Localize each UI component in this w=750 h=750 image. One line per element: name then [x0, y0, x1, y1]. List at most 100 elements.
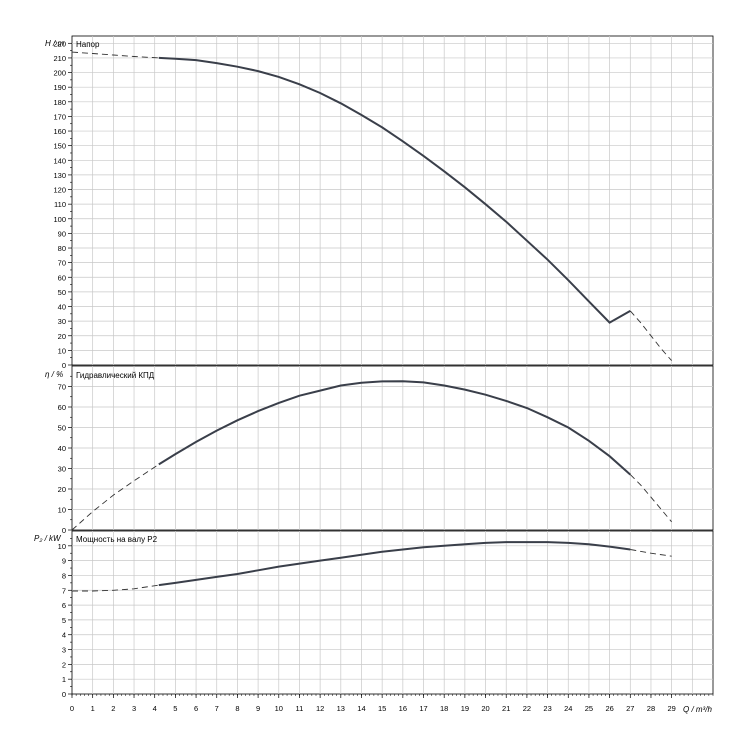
x-tick-label: 12 — [316, 704, 324, 713]
head-ytick-label: 70 — [58, 259, 66, 268]
head-grid — [68, 35, 714, 366]
x-tick-label: 22 — [523, 704, 531, 713]
x-tick-label: 0 — [70, 704, 74, 713]
power-curve-dashed-end — [630, 549, 672, 557]
power-ytick-label: 5 — [62, 616, 66, 625]
head-ytick-label: 170 — [53, 112, 66, 121]
head-ytick-label: 100 — [53, 215, 66, 224]
head-curve-dashed-start — [71, 51, 159, 59]
head-ytick-label: 190 — [53, 83, 66, 92]
x-tick-label: 24 — [564, 704, 572, 713]
x-tick-label: 27 — [626, 704, 634, 713]
power-ytick-label: 2 — [62, 660, 66, 669]
x-tick-label: 29 — [667, 704, 675, 713]
x-tick-label: 16 — [399, 704, 407, 713]
head-ytick-label: 160 — [53, 127, 66, 136]
x-tick-label: 26 — [605, 704, 613, 713]
x-tick-label: 9 — [256, 704, 260, 713]
efficiency-title: Гидравлический КПД — [76, 371, 155, 380]
efficiency-curve-dashed-end — [629, 474, 672, 523]
power-ytick-label: 1 — [62, 675, 66, 684]
efficiency-ytick-label: 50 — [58, 424, 66, 433]
power-curve-solid — [158, 541, 631, 587]
x-tick-label: 11 — [296, 704, 304, 713]
power-ytick-label: 9 — [62, 557, 66, 566]
head-ytick-label: 180 — [53, 98, 66, 107]
x-tick-label: 21 — [502, 704, 510, 713]
head-ytick-label: 110 — [54, 200, 66, 209]
power-panel: P₂ / kW Мощность на валу P2 0 1 2 3 4 5 6 7 8 9 10 — [34, 530, 714, 699]
efficiency-ytick-label: 20 — [58, 485, 66, 494]
x-tick-label: 23 — [543, 704, 551, 713]
head-ytick-label: 60 — [58, 273, 66, 282]
head-panel: H / m Напор 0 10 20 30 40 50 60 70 80 90 100 110 120… — [45, 35, 714, 370]
head-frame — [71, 35, 714, 366]
power-ytick-label: 7 — [62, 586, 66, 595]
x-axis-label: Q / m³/h — [683, 705, 712, 714]
power-ytick-label: 8 — [62, 571, 66, 580]
power-ytick-labels: 0 1 2 3 4 5 6 7 8 9 10 — [58, 542, 66, 699]
head-ytick-label: 40 — [58, 303, 66, 312]
efficiency-ytick-label: 70 — [58, 383, 66, 392]
efficiency-ytick-label: 60 — [58, 403, 66, 412]
efficiency-ytick-label: 10 — [58, 506, 66, 515]
x-tick-label: 19 — [461, 704, 469, 713]
x-tick-label: 3 — [132, 704, 136, 713]
head-ytick-label: 130 — [53, 171, 66, 180]
head-ytick-label: 220 — [53, 39, 66, 48]
power-grid — [68, 530, 714, 695]
head-ytick-label: 150 — [53, 142, 66, 151]
head-ytick-labels: 0 10 20 30 40 50 60 70 80 90 100 110 120 130 140 150 160… — [53, 39, 66, 370]
efficiency-curve-solid — [158, 380, 631, 476]
head-ylabel: H / m — [45, 39, 64, 48]
head-ytick-label: 90 — [58, 229, 66, 238]
x-tick-label: 5 — [173, 704, 177, 713]
head-ytick-label: 50 — [58, 288, 66, 297]
x-tick-label: 15 — [378, 704, 386, 713]
efficiency-ytick-labels: 0 10 20 30 40 50 60 70 — [58, 383, 66, 536]
head-ytick-label: 0 — [62, 361, 66, 370]
x-tick-label: 17 — [419, 704, 427, 713]
efficiency-ytick-label: 0 — [62, 526, 66, 535]
efficiency-ylabel: η / % — [45, 370, 63, 379]
head-curve-dashed-end — [629, 310, 672, 361]
x-tick-labels: 0 1 2 3 4 5 6 7 8 9 10 11 12 13 14 15 16 17 18 19 20 21 22 23 24… — [70, 694, 714, 713]
x-tick-label: 28 — [647, 704, 655, 713]
x-tick-label: 4 — [153, 704, 157, 713]
power-curve-dashed-start — [72, 584, 159, 592]
x-tick-label: 14 — [357, 704, 365, 713]
power-ytick-label: 4 — [62, 631, 66, 640]
head-ytick-label: 10 — [58, 346, 66, 355]
efficiency-panel: η / % Гидравлический КПД 0 10 20 30 40 50 60 70 — [45, 365, 714, 536]
head-ytick-label: 20 — [58, 332, 66, 341]
efficiency-curve-dashed-start — [71, 464, 160, 531]
x-tick-label: 1 — [91, 704, 95, 713]
efficiency-curve — [71, 380, 672, 531]
x-tick-label: 10 — [275, 704, 283, 713]
power-title: Мощность на валу P2 — [76, 535, 158, 544]
head-ytick-label: 30 — [58, 317, 66, 326]
power-ytick-label: 3 — [62, 646, 66, 655]
head-curve-solid — [158, 56, 631, 324]
power-ylabel: P₂ / kW — [34, 534, 62, 543]
power-ytick-label: 10 — [58, 542, 66, 551]
power-curve — [72, 541, 672, 592]
efficiency-ytick-label: 40 — [58, 444, 66, 453]
head-title: Напор — [76, 40, 100, 49]
x-tick-label: 18 — [440, 704, 448, 713]
x-axis: 0 1 2 3 4 5 6 7 8 9 10 11 12 13 14 15 16 17 18 19 20 21 22 23 24… — [70, 694, 714, 714]
head-ytick-label: 120 — [53, 186, 66, 195]
x-tick-label: 13 — [337, 704, 345, 713]
x-tick-label: 20 — [481, 704, 489, 713]
power-ytick-label: 6 — [62, 601, 66, 610]
efficiency-grid — [68, 365, 714, 531]
x-tick-label: 7 — [215, 704, 219, 713]
x-tick-label: 8 — [235, 704, 239, 713]
head-curve — [71, 51, 672, 361]
efficiency-ytick-label: 30 — [58, 465, 66, 474]
x-tick-label: 2 — [111, 704, 115, 713]
head-ytick-label: 140 — [53, 156, 66, 165]
power-ytick-label: 0 — [62, 690, 66, 699]
head-ytick-label: 210 — [53, 54, 66, 63]
